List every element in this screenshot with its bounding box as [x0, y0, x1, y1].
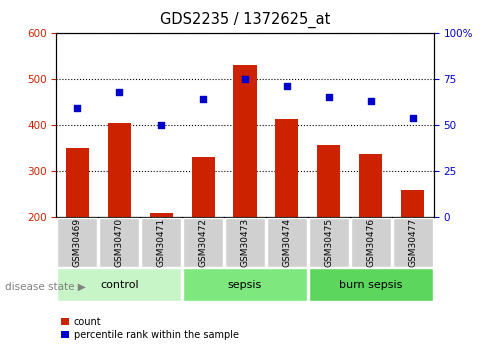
Text: control: control — [100, 280, 139, 289]
Point — [115, 89, 123, 95]
Point — [325, 95, 333, 100]
Text: GSM30473: GSM30473 — [241, 218, 249, 267]
Text: GSM30476: GSM30476 — [366, 218, 375, 267]
Text: GSM30472: GSM30472 — [198, 218, 208, 267]
Bar — [149, 213, 172, 217]
Point — [367, 98, 375, 104]
Bar — [401, 190, 424, 217]
Bar — [141, 218, 181, 267]
Point — [74, 106, 81, 111]
Text: GSM30469: GSM30469 — [73, 218, 82, 267]
Bar — [309, 218, 349, 267]
Text: GSM30471: GSM30471 — [157, 218, 166, 267]
Bar — [225, 218, 265, 267]
Bar — [108, 123, 131, 217]
Bar — [351, 218, 391, 267]
Point — [241, 76, 249, 82]
Bar — [267, 218, 307, 267]
Text: GSM30474: GSM30474 — [282, 218, 292, 267]
Bar — [192, 157, 215, 217]
Point — [157, 122, 165, 128]
Bar — [99, 218, 139, 267]
Bar — [275, 119, 298, 217]
Bar — [233, 65, 257, 217]
Bar — [183, 268, 307, 301]
Bar — [309, 268, 433, 301]
Bar — [66, 148, 89, 217]
Bar — [392, 218, 433, 267]
Legend: count, percentile rank within the sample: count, percentile rank within the sample — [61, 317, 239, 340]
Text: GSM30475: GSM30475 — [324, 218, 333, 267]
Bar — [183, 218, 223, 267]
Text: GDS2235 / 1372625_at: GDS2235 / 1372625_at — [160, 12, 330, 28]
Bar — [318, 145, 341, 217]
Point — [409, 115, 416, 120]
Text: GSM30470: GSM30470 — [115, 218, 124, 267]
Bar — [57, 268, 181, 301]
Bar — [57, 218, 98, 267]
Text: sepsis: sepsis — [228, 280, 262, 289]
Point — [199, 97, 207, 102]
Text: burn sepsis: burn sepsis — [339, 280, 402, 289]
Point — [283, 83, 291, 89]
Text: disease state ▶: disease state ▶ — [5, 282, 86, 292]
Bar — [359, 154, 382, 217]
Text: GSM30477: GSM30477 — [408, 218, 417, 267]
